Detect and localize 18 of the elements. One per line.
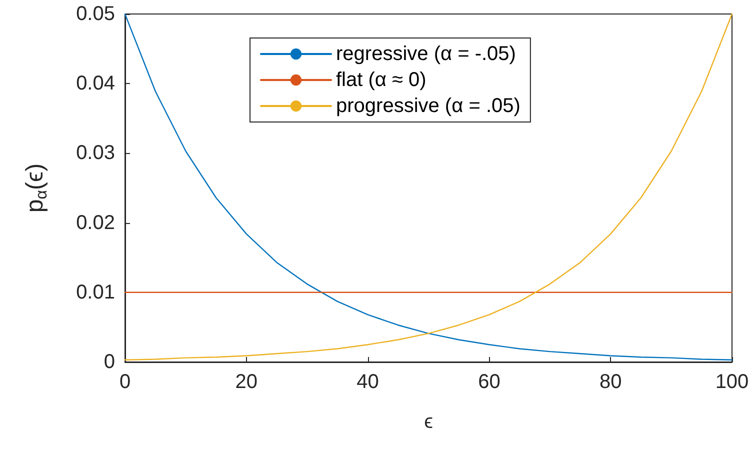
y-tick-label: 0.02 [76, 212, 115, 234]
y-axis-title: pα(ϵ) [22, 163, 50, 213]
line-series [124, 13, 733, 361]
x-tick-label: 100 [715, 371, 749, 393]
y-tick-label: 0.01 [76, 281, 115, 304]
legend-label: regressive (α = -.05) [336, 43, 516, 65]
x-tick-label: 20 [235, 371, 258, 393]
legend-label: progressive (α = .05) [336, 95, 520, 117]
x-axis-title: ϵ [424, 411, 434, 433]
x-tick-label: 60 [478, 371, 500, 393]
y-tick-label: 0 [104, 351, 115, 373]
y-tick-label: 0.05 [76, 3, 115, 25]
y-tick-label: 0.04 [76, 72, 115, 95]
x-tick-label: 0 [119, 371, 131, 393]
x-tick-label: 40 [356, 371, 379, 393]
y-tick-label: 0.03 [76, 142, 115, 164]
x-tick-label: 80 [599, 371, 622, 393]
legend-label: flat (α ≈ 0) [336, 69, 426, 91]
